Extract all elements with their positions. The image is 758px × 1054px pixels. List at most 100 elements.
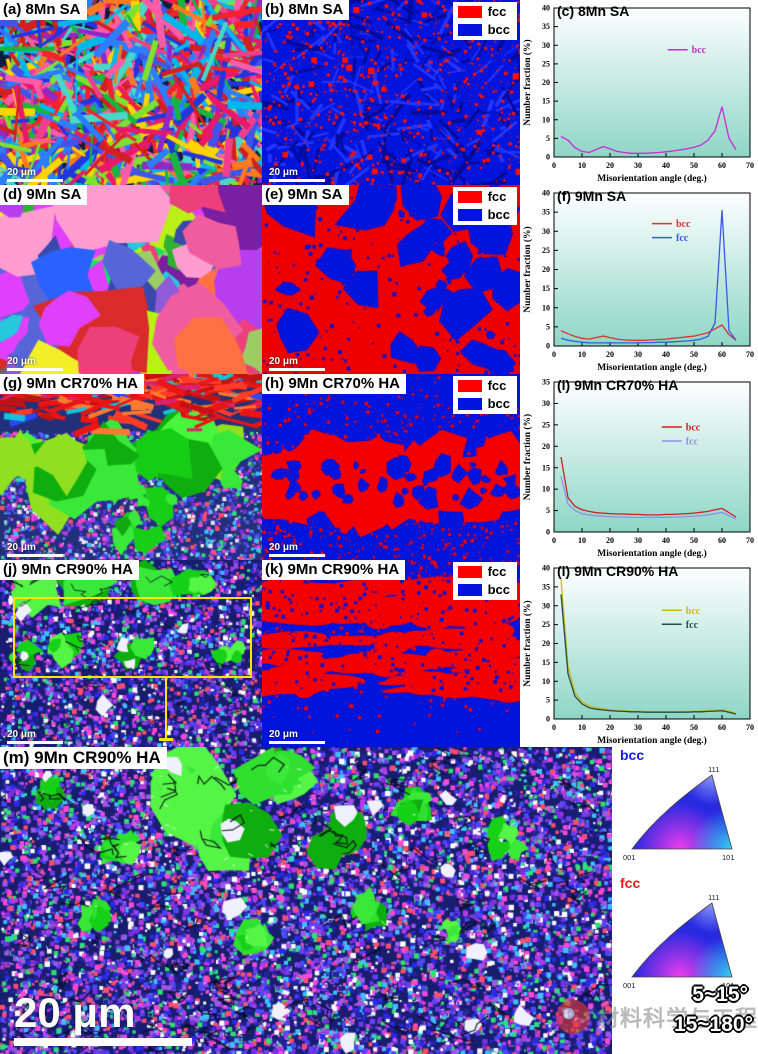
- ebsd-ipf-map-d: [0, 185, 262, 374]
- svg-text:25: 25: [542, 620, 550, 629]
- scale-bar-text: 20 μm: [7, 729, 36, 740]
- svg-text:20: 20: [542, 639, 550, 648]
- svg-text:70: 70: [746, 161, 754, 170]
- panel-l-label: (l) 9Mn CR90% HA: [557, 563, 679, 579]
- bcc-label: bcc: [487, 396, 510, 411]
- panel-g-label: (g) 9Mn CR70% HA: [0, 374, 145, 394]
- svg-text:fcc: fcc: [676, 233, 689, 244]
- roi-rectangle: [13, 597, 252, 678]
- bcc-color-swatch: [457, 208, 482, 221]
- fcc-color-swatch: [457, 5, 482, 18]
- svg-text:20: 20: [606, 350, 614, 359]
- svg-text:30: 30: [634, 536, 642, 545]
- ebsd-ipf-map-m: [0, 747, 612, 1054]
- svg-text:bcc: bcc: [676, 219, 691, 230]
- panel-g: (g) 9Mn CR70% HA 20 μm: [0, 374, 262, 560]
- scale-bar-line: [269, 741, 325, 744]
- svg-text:5: 5: [546, 696, 550, 705]
- svg-text:70: 70: [746, 350, 754, 359]
- svg-text:15: 15: [542, 97, 550, 106]
- misorientation-chart-8mn-sa: 0 10 20 30 40 50 60 70 0 5 10 15 20 25 30 35 40 bcc Misori…: [520, 0, 758, 185]
- svg-text:60: 60: [718, 723, 726, 732]
- ipf-corner-101: 101: [722, 981, 735, 990]
- svg-text:0: 0: [552, 350, 556, 359]
- scale-bar-line: [269, 368, 325, 371]
- panel-e-label: (e) 9Mn SA: [262, 185, 349, 205]
- panel-a-label: (a) 8Mn SA: [0, 0, 87, 20]
- scale-bar-line: [269, 179, 325, 182]
- svg-text:30: 30: [542, 399, 550, 408]
- bcc-label: bcc: [487, 582, 510, 597]
- svg-text:10: 10: [542, 677, 550, 686]
- scale-bar-line: [7, 741, 63, 744]
- ipf-color-triangle-fcc: 001 101 111: [623, 893, 735, 990]
- ebsd-ipf-map-a: [0, 0, 262, 185]
- svg-text:bcc: bcc: [692, 45, 707, 56]
- svg-text:20: 20: [542, 442, 550, 451]
- svg-text:30: 30: [542, 41, 550, 50]
- svg-text:Number fraction (%): Number fraction (%): [522, 600, 533, 686]
- panel-b: (b) 8Mn SA fcc bcc 20 μm: [262, 0, 520, 185]
- panel-b-label: (b) 8Mn SA: [262, 0, 350, 20]
- svg-text:Number fraction (%): Number fraction (%): [522, 414, 533, 500]
- svg-text:Number fraction (%): Number fraction (%): [522, 226, 533, 312]
- svg-text:0: 0: [552, 723, 556, 732]
- svg-text:50: 50: [690, 161, 698, 170]
- fcc-color-swatch: [457, 190, 482, 203]
- svg-text:fcc: fcc: [686, 437, 699, 448]
- svg-text:70: 70: [746, 536, 754, 545]
- ebsd-ipf-map-g: [0, 374, 262, 560]
- ipf-corner-111: 111: [708, 893, 719, 902]
- ipf-key-panel: bcc 001 101 111 fcc: [612, 747, 758, 1054]
- svg-text:Misorientation angle (deg.): Misorientation angle (deg.): [597, 173, 707, 184]
- panel-f: 0 10 20 30 40 50 60 70 0 5 10 15 20 25 30 35 40 bcc fcc Mis…: [520, 185, 758, 374]
- panel-h-label: (h) 9Mn CR70% HA: [262, 374, 407, 394]
- svg-text:10: 10: [578, 536, 586, 545]
- ipf-key-bcc-label: bcc: [620, 747, 645, 763]
- svg-text:40: 40: [542, 189, 550, 198]
- ipf-color-triangle-bcc: 001 101 111: [623, 765, 735, 862]
- svg-text:0: 0: [552, 161, 556, 170]
- svg-text:30: 30: [634, 161, 642, 170]
- scale-bar-text: 20 μm: [14, 989, 136, 1036]
- scale-bar: 20 μm: [7, 542, 63, 557]
- svg-text:25: 25: [542, 59, 550, 68]
- ebsd-ipf-map-j: [0, 560, 262, 747]
- svg-text:5: 5: [546, 134, 550, 143]
- boundary-legend-high-angle: 15~180°: [673, 1013, 753, 1036]
- scale-bar-text: 20 μm: [7, 356, 36, 367]
- roi-pointer-line: [159, 677, 174, 742]
- panel-k-label: (k) 9Mn CR90% HA: [262, 560, 406, 580]
- svg-text:10: 10: [542, 303, 550, 312]
- bcc-color-swatch: [457, 397, 482, 410]
- fcc-color-swatch: [457, 565, 482, 578]
- svg-text:bcc: bcc: [686, 423, 701, 434]
- svg-text:10: 10: [542, 115, 550, 124]
- panel-i-label: (i) 9Mn CR70% HA: [557, 377, 679, 393]
- svg-text:40: 40: [542, 4, 550, 13]
- svg-text:40: 40: [662, 723, 670, 732]
- misorientation-chart-9mn-cr90-ha: 0 10 20 30 40 50 60 70 0 5 10 15 20 25 30 35 40 bcc fcc Mis…: [520, 560, 758, 747]
- phase-legend: fcc bcc: [452, 2, 517, 40]
- scale-bar-line: [7, 368, 63, 371]
- boundary-legend-low-angle: 5~15°: [692, 983, 748, 1006]
- svg-text:20: 20: [606, 723, 614, 732]
- watermark-logo-icon: [556, 1000, 590, 1034]
- svg-text:5: 5: [546, 322, 550, 331]
- fcc-label: fcc: [487, 4, 507, 19]
- bcc-color-swatch: [457, 583, 482, 596]
- svg-text:0: 0: [546, 715, 550, 724]
- svg-text:40: 40: [662, 350, 670, 359]
- misorientation-chart-9mn-cr70-ha: 0 10 20 30 40 50 60 70 0 5 10 15 20 25 30 35 bcc fcc Misor…: [520, 374, 758, 560]
- svg-text:35: 35: [542, 208, 550, 217]
- svg-text:35: 35: [542, 378, 550, 387]
- svg-text:40: 40: [662, 536, 670, 545]
- svg-text:30: 30: [542, 601, 550, 610]
- svg-text:35: 35: [542, 22, 550, 31]
- panel-j: (j) 9Mn CR90% HA 20 μm: [0, 560, 262, 747]
- bcc-color-swatch: [457, 23, 482, 36]
- svg-text:0: 0: [546, 342, 550, 351]
- svg-text:60: 60: [718, 536, 726, 545]
- panel-j-label: (j) 9Mn CR90% HA: [0, 560, 140, 580]
- svg-text:15: 15: [542, 658, 550, 667]
